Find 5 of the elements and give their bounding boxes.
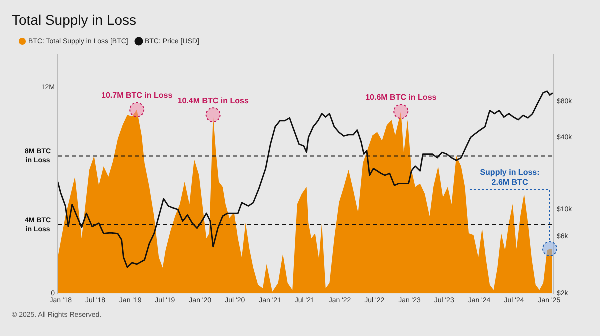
chart-title: Total Supply in Loss — [11, 11, 138, 30]
annotation: 10.4M BTC in Loss — [178, 96, 250, 106]
annotation: 10.6M BTC in Loss — [366, 92, 438, 102]
annotation: 10.7M BTC in Loss — [102, 91, 174, 100]
annotation: Supply in Loss: 2.6M BTC — [480, 168, 540, 188]
